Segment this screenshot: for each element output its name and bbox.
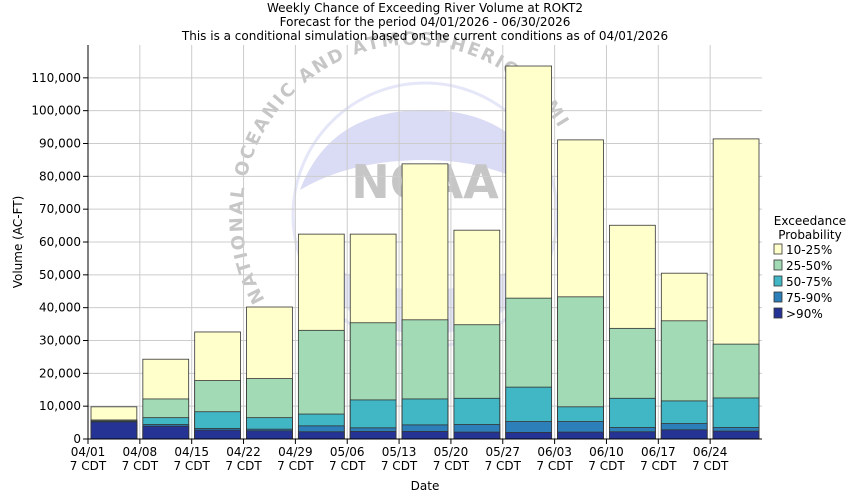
x-tick-label-date: 04/15	[174, 445, 209, 459]
x-tick-label-date: 04/22	[226, 445, 261, 459]
bar-segment-90	[453, 431, 501, 440]
y-tick-label: 50,000	[39, 268, 81, 282]
y-tick-label: 90,000	[39, 137, 81, 151]
x-tick-label-date: 06/10	[589, 445, 624, 459]
y-tick-label: 70,000	[39, 202, 81, 216]
x-tick-label-time: 7 CDT	[692, 459, 729, 473]
y-tick-label: 80,000	[39, 169, 81, 183]
bar-segment-90	[297, 431, 345, 440]
x-tick-label-time: 7 CDT	[225, 459, 262, 473]
legend-title-line1: Exceedance	[774, 214, 846, 228]
bar-segment-90	[194, 429, 241, 440]
chart-subtitle-2: This is a conditional simulation based o…	[181, 29, 668, 43]
x-tick-label-time: 7 CDT	[173, 459, 210, 473]
x-tick-label-time: 7 CDT	[329, 459, 366, 473]
x-tick-label-date: 06/17	[641, 445, 676, 459]
legend-entry-label: 10-25%	[786, 243, 832, 257]
y-tick-label: 30,000	[39, 334, 81, 348]
bar-segment-90	[401, 431, 449, 440]
x-tick-label-time: 7 CDT	[485, 459, 522, 473]
x-tick-label-date: 04/29	[278, 445, 313, 459]
x-tick-label-time: 7 CDT	[70, 459, 107, 473]
legend-swatch	[773, 291, 783, 303]
bar-segment-90	[505, 432, 553, 440]
bar-segment-90	[349, 431, 397, 440]
x-tick-label-time: 7 CDT	[122, 459, 159, 473]
x-tick-label-date: 05/06	[330, 445, 365, 459]
x-tick-label-date: 05/27	[485, 445, 520, 459]
bars	[90, 65, 760, 440]
y-tick-label: 20,000	[39, 366, 81, 380]
x-tick-label-time: 7 CDT	[433, 459, 470, 473]
y-axis-label: Volume (AC-FT)	[11, 196, 25, 289]
legend-swatch	[773, 259, 783, 271]
x-tick-label-date: 06/24	[693, 445, 728, 459]
x-tick-label-date: 06/03	[537, 445, 572, 459]
bar-segment-90	[557, 431, 604, 440]
bar-segment-90	[660, 429, 708, 440]
y-tick-label: 40,000	[39, 301, 81, 315]
bar-segment-90	[142, 425, 190, 440]
legend-swatch	[773, 243, 783, 255]
y-tick-label: 0	[73, 432, 81, 446]
bar-segment-90	[90, 421, 138, 440]
legend-entry-label: 50-75%	[786, 275, 832, 289]
bar-segment-90	[246, 430, 293, 440]
x-tick-label-time: 7 CDT	[277, 459, 314, 473]
y-tick-label: 100,000	[31, 104, 81, 118]
x-tick-label-time: 7 CDT	[381, 459, 418, 473]
x-tick-label-date: 04/01	[71, 445, 106, 459]
y-tick-label: 60,000	[39, 235, 81, 249]
legend-swatch	[773, 275, 783, 287]
legend-entry-label: 25-50%	[786, 259, 832, 273]
axes: 0 10,000 20,000 30,000 40,000 50,000 60,000 70,…	[31, 45, 762, 473]
bar-segment-90	[712, 430, 760, 440]
x-tick-label-time: 7 CDT	[588, 459, 625, 473]
x-tick-label-time: 7 CDT	[536, 459, 573, 473]
legend-swatch	[773, 307, 783, 319]
x-axis-label: Date	[411, 479, 440, 493]
x-tick-label-date: 05/20	[434, 445, 469, 459]
chart-subtitle-1: Forecast for the period 04/01/2026 - 06/…	[280, 15, 571, 29]
legend-title-line2: Probability	[778, 228, 841, 242]
bar-segment-90	[609, 431, 656, 440]
y-tick-label: 110,000	[31, 71, 81, 85]
x-tick-label-date: 05/13	[382, 445, 417, 459]
legend-entry-label: 75-90%	[786, 291, 832, 305]
legend-entry-label: >90%	[786, 307, 823, 321]
y-tick-label: 10,000	[39, 399, 81, 413]
x-tick-label-time: 7 CDT	[640, 459, 677, 473]
x-tick-label-date: 04/08	[123, 445, 158, 459]
chart-title: Weekly Chance of Exceeding River Volume …	[267, 1, 583, 15]
